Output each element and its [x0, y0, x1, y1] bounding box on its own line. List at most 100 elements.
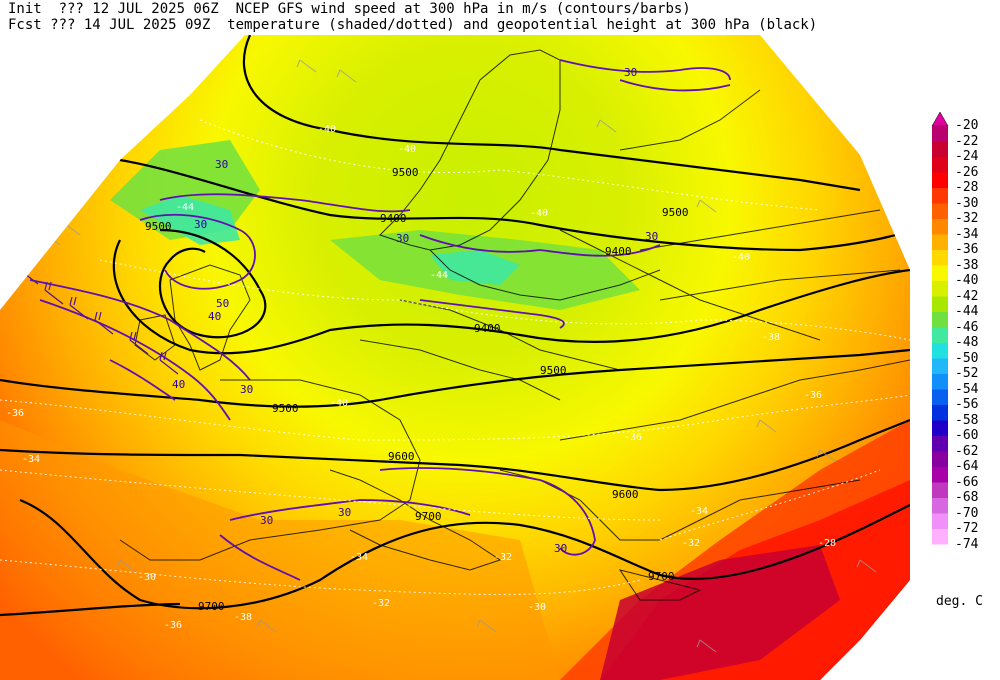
- wind-label: 30: [624, 66, 637, 79]
- wind-label: 50: [216, 297, 229, 310]
- temp-label: -40: [330, 398, 348, 409]
- temp-label: -32: [682, 538, 700, 549]
- height-label: 9400: [380, 212, 407, 225]
- colorbar-swatch: [932, 451, 948, 467]
- temp-label: -34: [690, 506, 708, 517]
- colorbar-swatch: [932, 420, 948, 436]
- temp-label: -34: [350, 552, 368, 563]
- colorbar-tick-label: -74: [955, 536, 979, 552]
- colorbar-tick-label: -70: [955, 505, 979, 521]
- colorbar-swatch: [932, 482, 948, 498]
- height-label: 9500: [540, 364, 567, 377]
- colorbar-tick-label: -42: [955, 288, 979, 304]
- colorbar-tick-label: -22: [955, 133, 979, 149]
- colorbar: [931, 111, 949, 545]
- wind-label: 30: [215, 158, 228, 171]
- colorbar-arrow: [931, 111, 949, 127]
- temp-label: -44: [176, 202, 194, 213]
- colorbar-swatch: [932, 405, 948, 421]
- colorbar-swatch: [932, 219, 948, 235]
- colorbar-swatch: [932, 296, 948, 312]
- temp-label: -38: [234, 612, 252, 623]
- colorbar-swatch: [932, 234, 948, 250]
- height-label: 9500: [145, 220, 172, 233]
- colorbar-tick-label: -32: [955, 211, 979, 226]
- wind-label: 40: [208, 310, 221, 323]
- cold-core-baltic: [430, 250, 520, 285]
- colorbar-tick-label: -58: [955, 412, 979, 428]
- wind-contour-labels: 30 30 30 30 40 50 40 30 30 30 30 30: [172, 66, 658, 555]
- colorbar-units: deg. C: [936, 594, 983, 609]
- isotherms: [0, 119, 910, 595]
- colorbar-tick-label: -34: [955, 226, 979, 242]
- colorbar-tick-label: -44: [955, 304, 979, 319]
- colorbar-tick-label: -20: [955, 118, 979, 133]
- colorbar-tick-label: -64: [955, 459, 979, 474]
- colorbar-swatch: [932, 188, 948, 204]
- wind-contours: [29, 59, 731, 581]
- temp-label: -28: [818, 538, 836, 549]
- colorbar-swatch: [932, 203, 948, 219]
- colorbar-tick-label: -52: [955, 366, 979, 381]
- temp-label: -36: [6, 408, 24, 419]
- colorbar-tick-label: -46: [955, 319, 979, 335]
- wind-label: 30: [338, 506, 351, 519]
- colorbar-swatch: [932, 467, 948, 483]
- colorbar-tick-label: -28: [955, 180, 979, 195]
- height-label: 9600: [612, 488, 639, 501]
- colorbar-tick-label: -48: [955, 335, 979, 350]
- wind-label: 40: [172, 378, 185, 391]
- height-label: 9400: [605, 245, 632, 258]
- colorbar-swatch: [932, 436, 948, 452]
- colorbar-swatch: [932, 498, 948, 514]
- colorbar-swatch: [932, 343, 948, 359]
- wind-label: 30: [260, 514, 273, 527]
- colorbar-swatch: [932, 126, 948, 142]
- temp-label: -30: [138, 572, 156, 583]
- colorbar-swatch: [932, 312, 948, 328]
- height-label: 9500: [392, 166, 419, 179]
- temp-label: -36: [164, 620, 182, 631]
- colorbar-swatch: [932, 265, 948, 281]
- colorbar-swatch: [932, 529, 948, 545]
- height-label: 9400: [474, 322, 501, 335]
- colorbar-tick-label: -54: [955, 381, 979, 397]
- height-label: 9500: [272, 402, 299, 415]
- wind-label: 30: [194, 218, 207, 231]
- colorbar-tick-label: -60: [955, 428, 979, 443]
- colorbar-tick-label: -24: [955, 149, 979, 164]
- colorbar-tick-label: -66: [955, 474, 979, 490]
- wind-label: 30: [396, 232, 409, 245]
- colorbar-swatch: [932, 157, 948, 173]
- header-forecast-line: Fcst ??? 14 JUL 2025 09Z temperature (sh…: [8, 17, 818, 33]
- colorbar-swatch: [932, 327, 948, 343]
- temp-label: -36: [804, 390, 822, 401]
- height-label: 9700: [415, 510, 442, 523]
- temp-label: -34: [22, 454, 40, 465]
- colorbar-tick-label: -30: [955, 195, 979, 211]
- colorbar-tick-label: -40: [955, 273, 979, 288]
- colorbar-tick-label: -62: [955, 443, 979, 459]
- colorbar-swatch: [932, 513, 948, 529]
- temp-label: -30: [528, 602, 546, 613]
- colorbar-swatch: [932, 172, 948, 188]
- colorbar-swatch: [932, 141, 948, 157]
- colorbar-swatch: [932, 358, 948, 374]
- hot-core-aegean: [600, 545, 840, 680]
- colorbar-swatch: [932, 250, 948, 266]
- temp-label: -44: [430, 270, 448, 281]
- colorbar-tick-label: -68: [955, 490, 979, 505]
- colorbar-swatch: [932, 389, 948, 405]
- height-label: 9500: [662, 206, 689, 219]
- map-domain: 9500 9500 9500 9400 9400 9400 9500 9500 …: [0, 35, 910, 680]
- warm-sector-southwest: [0, 420, 560, 680]
- temp-label: -40: [398, 144, 416, 155]
- colorbar-swatch: [932, 374, 948, 390]
- wind-barbs-strong: [19, 261, 179, 375]
- wind-label: 30: [240, 383, 253, 396]
- temp-label: -32: [494, 552, 512, 563]
- height-label: 9600: [388, 450, 415, 463]
- temp-label: -40: [732, 252, 750, 263]
- colorbar-swatch: [932, 281, 948, 297]
